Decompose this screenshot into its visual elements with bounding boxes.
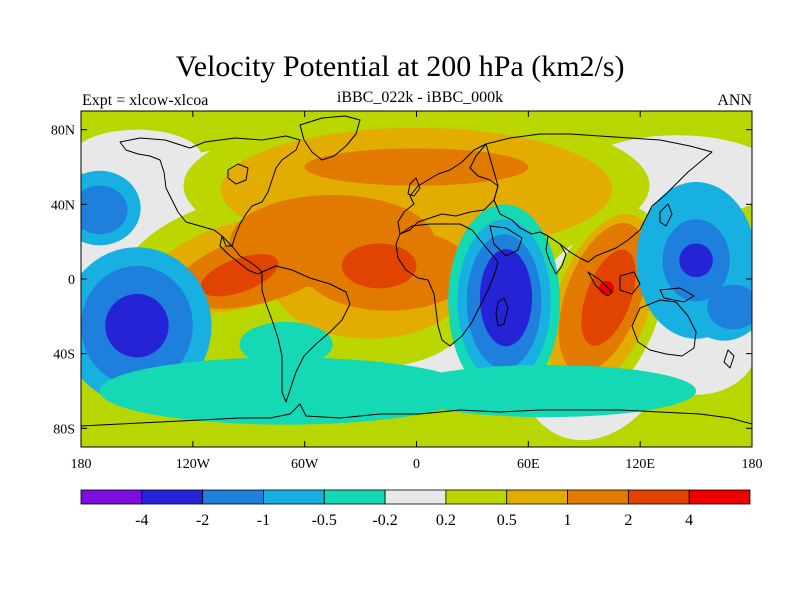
coastline-sumatra [587, 271, 613, 297]
colorbar-label: 0.5 [497, 512, 517, 529]
colorbar: -4 -2 -1 -0.5 -0.2 0.2 0.5 1 2 4 [80, 489, 751, 529]
coastline-new-zealand [723, 349, 735, 369]
coastline-madagascar [495, 297, 509, 327]
colorbar-box [567, 489, 629, 505]
colorbar-label: 4 [685, 512, 693, 529]
coastline-new-guinea [659, 287, 695, 303]
coastline-asia [485, 133, 713, 263]
contour-southern-teal-2 [239, 321, 333, 367]
y-tick-label: 0 [68, 273, 75, 288]
contour-southern-teal-0 [99, 357, 473, 425]
colorbar-box [141, 489, 204, 505]
colorbar-box [323, 489, 386, 505]
contour-red-0 [599, 280, 615, 296]
colorbar-label: -4 [135, 512, 148, 529]
colorbar-label: -0.2 [372, 512, 397, 529]
coastline-britain [407, 177, 421, 197]
colorbar-label: -1 [257, 512, 270, 529]
y-tick-label: 40N [51, 198, 75, 213]
coastline-australia [631, 299, 697, 357]
y-tick-label: 80N [51, 124, 75, 139]
colorbar-box [688, 489, 751, 505]
colorbar-label: 1 [564, 512, 572, 529]
contour-blue-dark-core-0 [479, 249, 533, 347]
coastline-europe [397, 143, 499, 235]
x-tick-label: 120E [625, 457, 655, 472]
x-tick-label: 180 [71, 457, 92, 472]
coastlines [81, 115, 752, 427]
contour-red-orange-0 [200, 254, 279, 297]
coastline-japan [659, 203, 673, 227]
contour-blue-mid-3 [707, 284, 752, 330]
axis-ticks: 180 120W 60W 0 60E 120E 180 80N 40N 0 40S 80S [51, 111, 763, 472]
colorbar-box [384, 489, 447, 505]
colorbar-box [263, 489, 325, 505]
coastline-greenland [299, 115, 361, 161]
colorbar-label: 0.2 [436, 512, 456, 529]
colorbar-box [627, 489, 690, 505]
colorbar-box [506, 489, 568, 505]
colorbar-label: -2 [196, 512, 209, 529]
coastline-north-america [119, 135, 301, 247]
x-tick-label: 60W [291, 457, 319, 472]
x-tick-label: 0 [413, 457, 420, 472]
coastline-central-america [219, 235, 263, 275]
x-tick-label: 180 [742, 457, 763, 472]
coastline-borneo [619, 271, 641, 295]
difference-label: iBBC_022k - iBBC_000k [336, 89, 504, 106]
contour-southern-teal-1 [397, 364, 697, 418]
contour-blue-dark-1 [105, 293, 169, 358]
contour-blue-dark-0 [679, 243, 713, 278]
colorbar-box [202, 489, 264, 505]
x-tick-label: 60E [517, 457, 540, 472]
contour-field [81, 111, 752, 447]
coastline-africa [395, 223, 499, 347]
contour-orange-1 [304, 148, 529, 186]
experiment-label: Expt = xlcow-xlcoa [82, 92, 209, 109]
colorbar-box [445, 489, 508, 505]
coastline-arabia [489, 225, 523, 257]
map-title: Velocity Potential at 200 hPa (km2/s) [175, 50, 625, 83]
colorbar-label: 2 [624, 512, 632, 529]
colorbar-box [80, 489, 143, 505]
coastline-antarctica [81, 403, 752, 427]
colorbar-label: -0.5 [312, 512, 337, 529]
coastline-hudson-bay [227, 163, 249, 185]
contour-red-orange-2 [581, 249, 636, 346]
season-label: ANN [717, 92, 752, 109]
contour-blue-mid-2 [81, 185, 128, 235]
coastline-india [545, 235, 567, 275]
contour-red-orange-1 [341, 243, 417, 289]
coastline-south-america [261, 265, 351, 403]
y-tick-label: 80S [53, 422, 75, 437]
y-tick-label: 40S [53, 348, 75, 363]
x-tick-label: 120W [176, 457, 211, 472]
